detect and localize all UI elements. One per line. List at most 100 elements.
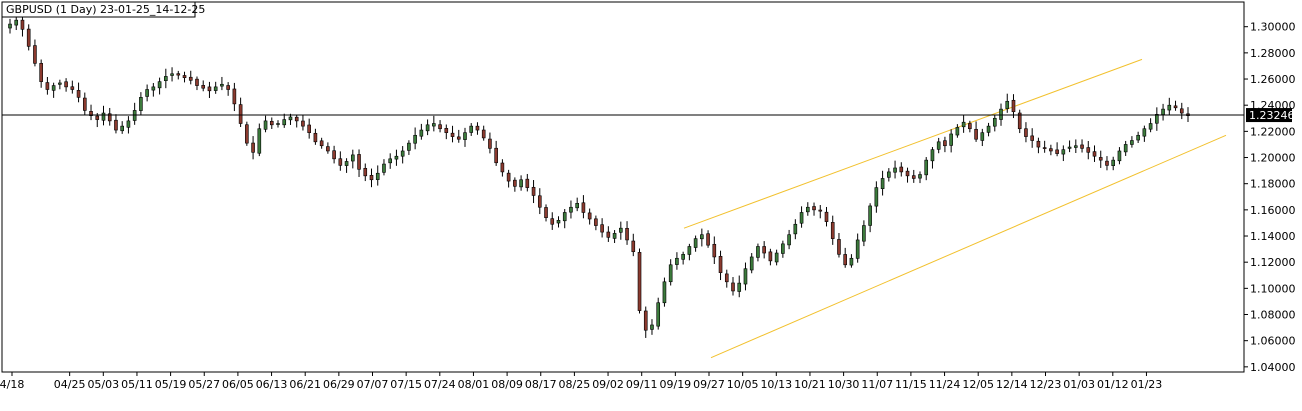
candle [245,121,249,146]
candle [257,123,262,157]
candle-body-bull [1005,100,1010,109]
candle [855,233,860,263]
candle [232,82,237,112]
candle [500,159,505,177]
candle [469,123,474,136]
candle [107,107,112,126]
y-tick-label: 1.12000 [1250,256,1296,269]
candle [606,226,611,242]
candle [101,105,106,126]
candle [687,243,692,261]
candle [444,124,449,140]
x-tick-label: 10/13 [760,378,792,391]
candle-body-bear [307,124,311,133]
channel-lines [683,58,1227,359]
candle-body-bear [195,78,199,86]
candle [294,114,299,128]
candle [220,76,224,91]
candle-body-bull [375,172,380,180]
candle [731,277,735,296]
y-tick-label: 1.14000 [1250,230,1296,243]
x-tick-label: 4/18 [0,378,24,391]
candle-body-bear [363,167,368,177]
x-tick-label: 07/24 [424,378,456,391]
candle [1024,122,1028,143]
candle-body-bull [986,125,991,133]
x-tick-label: 11/07 [861,378,893,391]
x-tick-label: 12/23 [1030,378,1062,391]
candle [1123,140,1128,156]
candle-body-bear [531,186,536,196]
candle [1030,128,1034,148]
candle-body-bear [475,125,480,131]
candle [762,241,766,259]
candle-body-bull [14,19,19,26]
candle-body-bull [288,116,293,121]
candle-body-bull [575,203,579,209]
candle [251,136,255,160]
candle-body-bull [1111,159,1116,166]
x-tick-label: 10/21 [794,378,826,391]
candle-body-bear [544,207,548,219]
candle-body-bull [569,206,573,213]
candle-body-bull [874,187,879,207]
candle-body-bear [506,172,511,182]
candle [575,197,579,212]
candle-body-bull [101,112,106,121]
x-tick-label: 10/05 [727,378,759,391]
candle [51,82,56,98]
candle-body-bear [64,81,68,88]
candle [537,188,542,215]
candle [768,248,773,266]
x-tick-label: 12/05 [962,378,994,391]
candle [207,81,212,98]
candle-body-bear [95,115,100,120]
candle [39,59,43,88]
candle [550,212,555,230]
y-tick-label: 1.20000 [1250,152,1296,165]
channel-lower-line [710,134,1227,359]
candle [326,142,330,154]
candles [8,16,1190,338]
candle-body-bear [188,76,193,81]
candle-body-bull [213,86,218,91]
y-tick-label: 1.04000 [1250,361,1296,374]
candle [213,81,218,94]
candle [874,181,879,213]
candle-body-bear [232,88,237,105]
candle-body-bear [481,129,486,139]
candle-body-bear [1017,112,1022,130]
candle [301,114,305,131]
candle [781,240,785,258]
current-price-badge-bg [1246,108,1292,123]
candle [1074,139,1078,154]
candle-body-bull [930,149,935,162]
candle [513,177,517,192]
candle [911,169,916,183]
candle-body-bull [961,121,966,128]
candle-body-bull [1130,140,1134,145]
candle-body-bear [357,154,361,170]
candle [992,115,997,132]
candle-body-bear [313,132,318,143]
candle-body-bear [201,85,206,89]
candle-body-bear [943,140,947,147]
candle [1167,97,1172,116]
candle-body-bull [949,133,953,146]
candle [332,145,336,164]
candle-body-bull [749,256,754,271]
x-tick-label: 04/25 [54,378,86,391]
candle-body-bull [1123,144,1128,153]
candle-body-bull [924,159,929,176]
candle-body-bull [787,234,791,246]
candle-body-bull [432,123,436,127]
candle [643,306,648,338]
candle-body-bear [625,227,629,241]
candle [282,113,287,128]
candle [357,149,361,177]
x-tick-label: 05/19 [155,378,187,391]
candle-body-bull [1161,108,1165,115]
candle [1105,156,1109,171]
candle-body-bear [76,90,81,98]
